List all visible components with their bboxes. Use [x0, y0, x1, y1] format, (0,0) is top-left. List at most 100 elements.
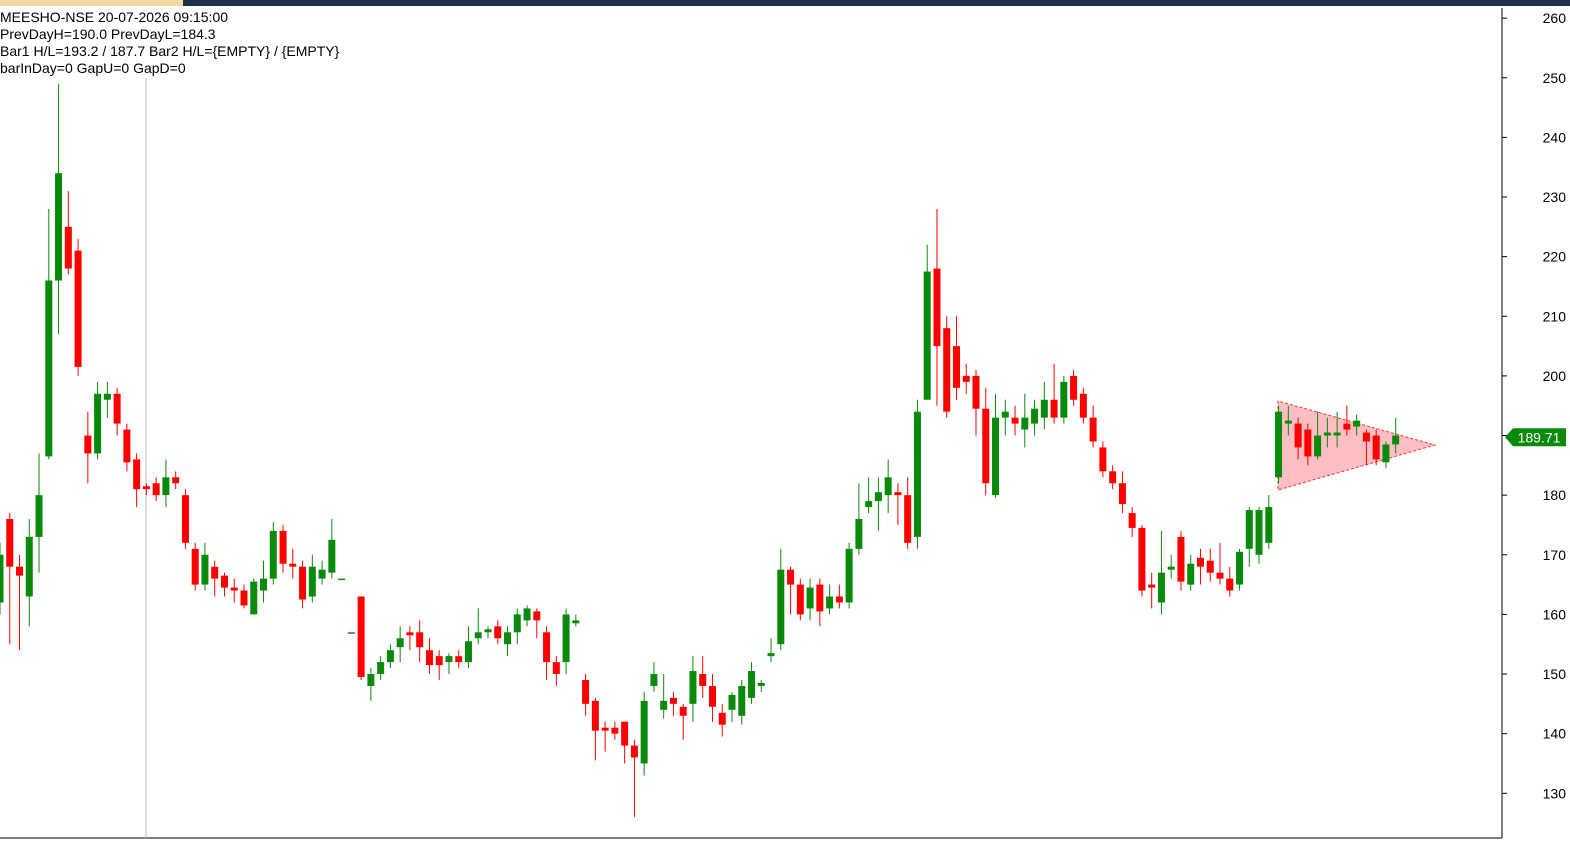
- candle-body: [1118, 483, 1126, 505]
- candle-body: [318, 569, 326, 579]
- candle-body: [338, 578, 346, 581]
- candle-body: [1343, 423, 1351, 430]
- candle-body: [377, 662, 385, 675]
- candle-body: [201, 554, 209, 585]
- candle-body: [874, 492, 882, 502]
- y-tick-label: 200: [1543, 368, 1567, 384]
- candle-body: [728, 694, 736, 710]
- candle-body: [523, 608, 531, 621]
- y-tick-label: 130: [1543, 785, 1567, 801]
- candle-body: [1323, 432, 1331, 436]
- candle-body: [952, 346, 960, 388]
- candle-body: [1060, 381, 1068, 418]
- candle-body: [748, 671, 756, 698]
- candle-body: [1294, 423, 1302, 448]
- candle-body: [289, 563, 297, 567]
- candle-body: [1206, 560, 1214, 573]
- info-line: barInDay=0 GapU=0 GapD=0: [0, 60, 186, 76]
- candle-body: [640, 700, 648, 764]
- candle-body: [240, 590, 248, 606]
- y-tick-label: 230: [1543, 189, 1567, 205]
- candle-body: [269, 530, 277, 579]
- candle-body: [1255, 510, 1263, 555]
- candle-body: [416, 632, 424, 648]
- candle-body: [494, 626, 502, 639]
- candle-body: [1128, 513, 1136, 528]
- candle-body: [933, 268, 941, 347]
- y-tick-label: 250: [1543, 70, 1567, 86]
- candle-body: [84, 435, 92, 454]
- candle-body: [103, 393, 111, 400]
- candle-body: [181, 495, 189, 543]
- candle-body: [669, 697, 677, 704]
- candle-body: [1079, 393, 1087, 418]
- info-line: Bar1 H/L=193.2 / 187.7 Bar2 H/L={EMPTY} …: [0, 43, 340, 59]
- candle-body: [904, 495, 912, 543]
- candle-body: [191, 548, 199, 585]
- candle-body: [172, 477, 180, 484]
- candle-body: [220, 575, 228, 588]
- candle-body: [923, 271, 931, 400]
- candle-body: [806, 587, 814, 609]
- candle-body: [425, 650, 433, 666]
- candle-body: [533, 611, 541, 621]
- candle-body: [855, 518, 863, 549]
- candle-body: [650, 674, 658, 686]
- candle-body: [630, 745, 638, 758]
- candle-body: [1216, 572, 1224, 579]
- candle-body: [435, 656, 443, 666]
- candle-body: [162, 477, 170, 496]
- candle-body: [621, 721, 629, 746]
- y-tick-label: 170: [1543, 547, 1567, 563]
- active-tab: [0, 0, 183, 6]
- candle-body: [1040, 399, 1048, 418]
- candle-body: [1196, 557, 1204, 567]
- candle-body: [845, 548, 853, 603]
- candle-body: [865, 501, 873, 508]
- candle-body: [357, 596, 365, 678]
- y-tick-label: 260: [1543, 10, 1567, 26]
- candle-body: [25, 536, 33, 597]
- candle-body: [1109, 471, 1117, 484]
- candle-body: [718, 712, 726, 725]
- top-bar: [0, 0, 1570, 6]
- candle-body: [816, 584, 824, 612]
- candle-body: [591, 700, 599, 731]
- candle-body: [367, 674, 375, 686]
- candle-body: [123, 429, 131, 463]
- candle-body: [386, 650, 394, 663]
- candle-body: [0, 554, 4, 603]
- candle-body: [777, 569, 785, 645]
- last-price-tag: [1505, 428, 1566, 447]
- candle-body: [35, 495, 43, 537]
- candle-body: [582, 679, 590, 704]
- last-price-label: 189.71: [1518, 429, 1561, 445]
- candle-body: [250, 581, 258, 615]
- candle-body: [1372, 435, 1380, 460]
- candle-body: [6, 518, 14, 567]
- candle-body: [1392, 435, 1400, 445]
- candle-body: [601, 727, 609, 731]
- candle-body: [1070, 375, 1078, 400]
- candle-body: [45, 280, 53, 457]
- y-tick-label: 240: [1543, 129, 1567, 145]
- y-tick-label: 220: [1543, 249, 1567, 265]
- candle-body: [1089, 417, 1097, 442]
- candle-body: [1284, 420, 1292, 424]
- candle-body: [835, 596, 843, 603]
- candle-body: [74, 250, 82, 367]
- candle-body: [211, 566, 219, 579]
- candle-body: [1021, 417, 1029, 430]
- candle-body: [611, 727, 619, 734]
- candle-body: [328, 539, 336, 573]
- candle-body: [347, 632, 355, 634]
- candle-body: [396, 638, 404, 648]
- candle-body: [660, 700, 668, 710]
- info-line: MEESHO-NSE 20-07-2026 09:15:00: [0, 9, 228, 25]
- candle-body: [699, 674, 707, 686]
- candle-body: [230, 587, 238, 591]
- y-tick-label: 140: [1543, 726, 1567, 742]
- candle-body: [64, 226, 72, 269]
- candle-body: [16, 566, 24, 576]
